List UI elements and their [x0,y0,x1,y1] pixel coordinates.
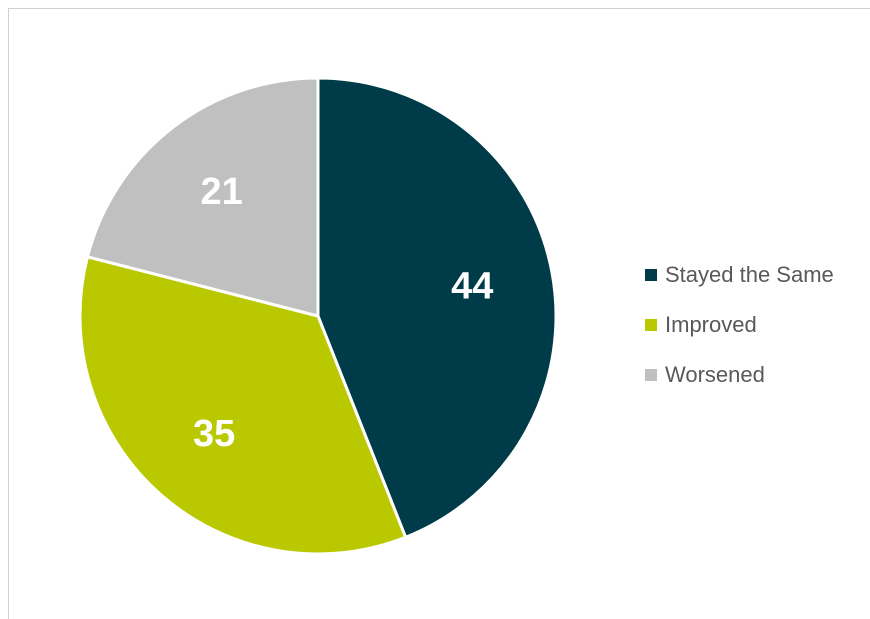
legend-label-worsened: Worsened [665,362,765,387]
data-label-improved: 35 [193,413,235,455]
pie-data-labels: 44 35 21 [193,171,493,455]
legend: Stayed the Same Improved Worsened [645,250,834,400]
legend-label-improved: Improved [665,312,757,337]
legend-swatch-improved [645,319,657,331]
legend-item-stayed-the-same: Stayed the Same [645,250,834,300]
data-label-stayed-the-same: 44 [451,266,493,308]
legend-item-worsened: Worsened [645,350,834,400]
data-label-worsened: 21 [201,171,243,213]
legend-swatch-stayed-the-same [645,269,657,281]
pie-slice-stayed-the-same [316,76,558,539]
pie-slices [78,76,558,556]
pie-slice-worsened [85,76,320,318]
legend-item-improved: Improved [645,300,834,350]
legend-label-stayed-the-same: Stayed the Same [665,262,834,287]
pie-slice-improved [78,255,408,556]
legend-swatch-worsened [645,369,657,381]
